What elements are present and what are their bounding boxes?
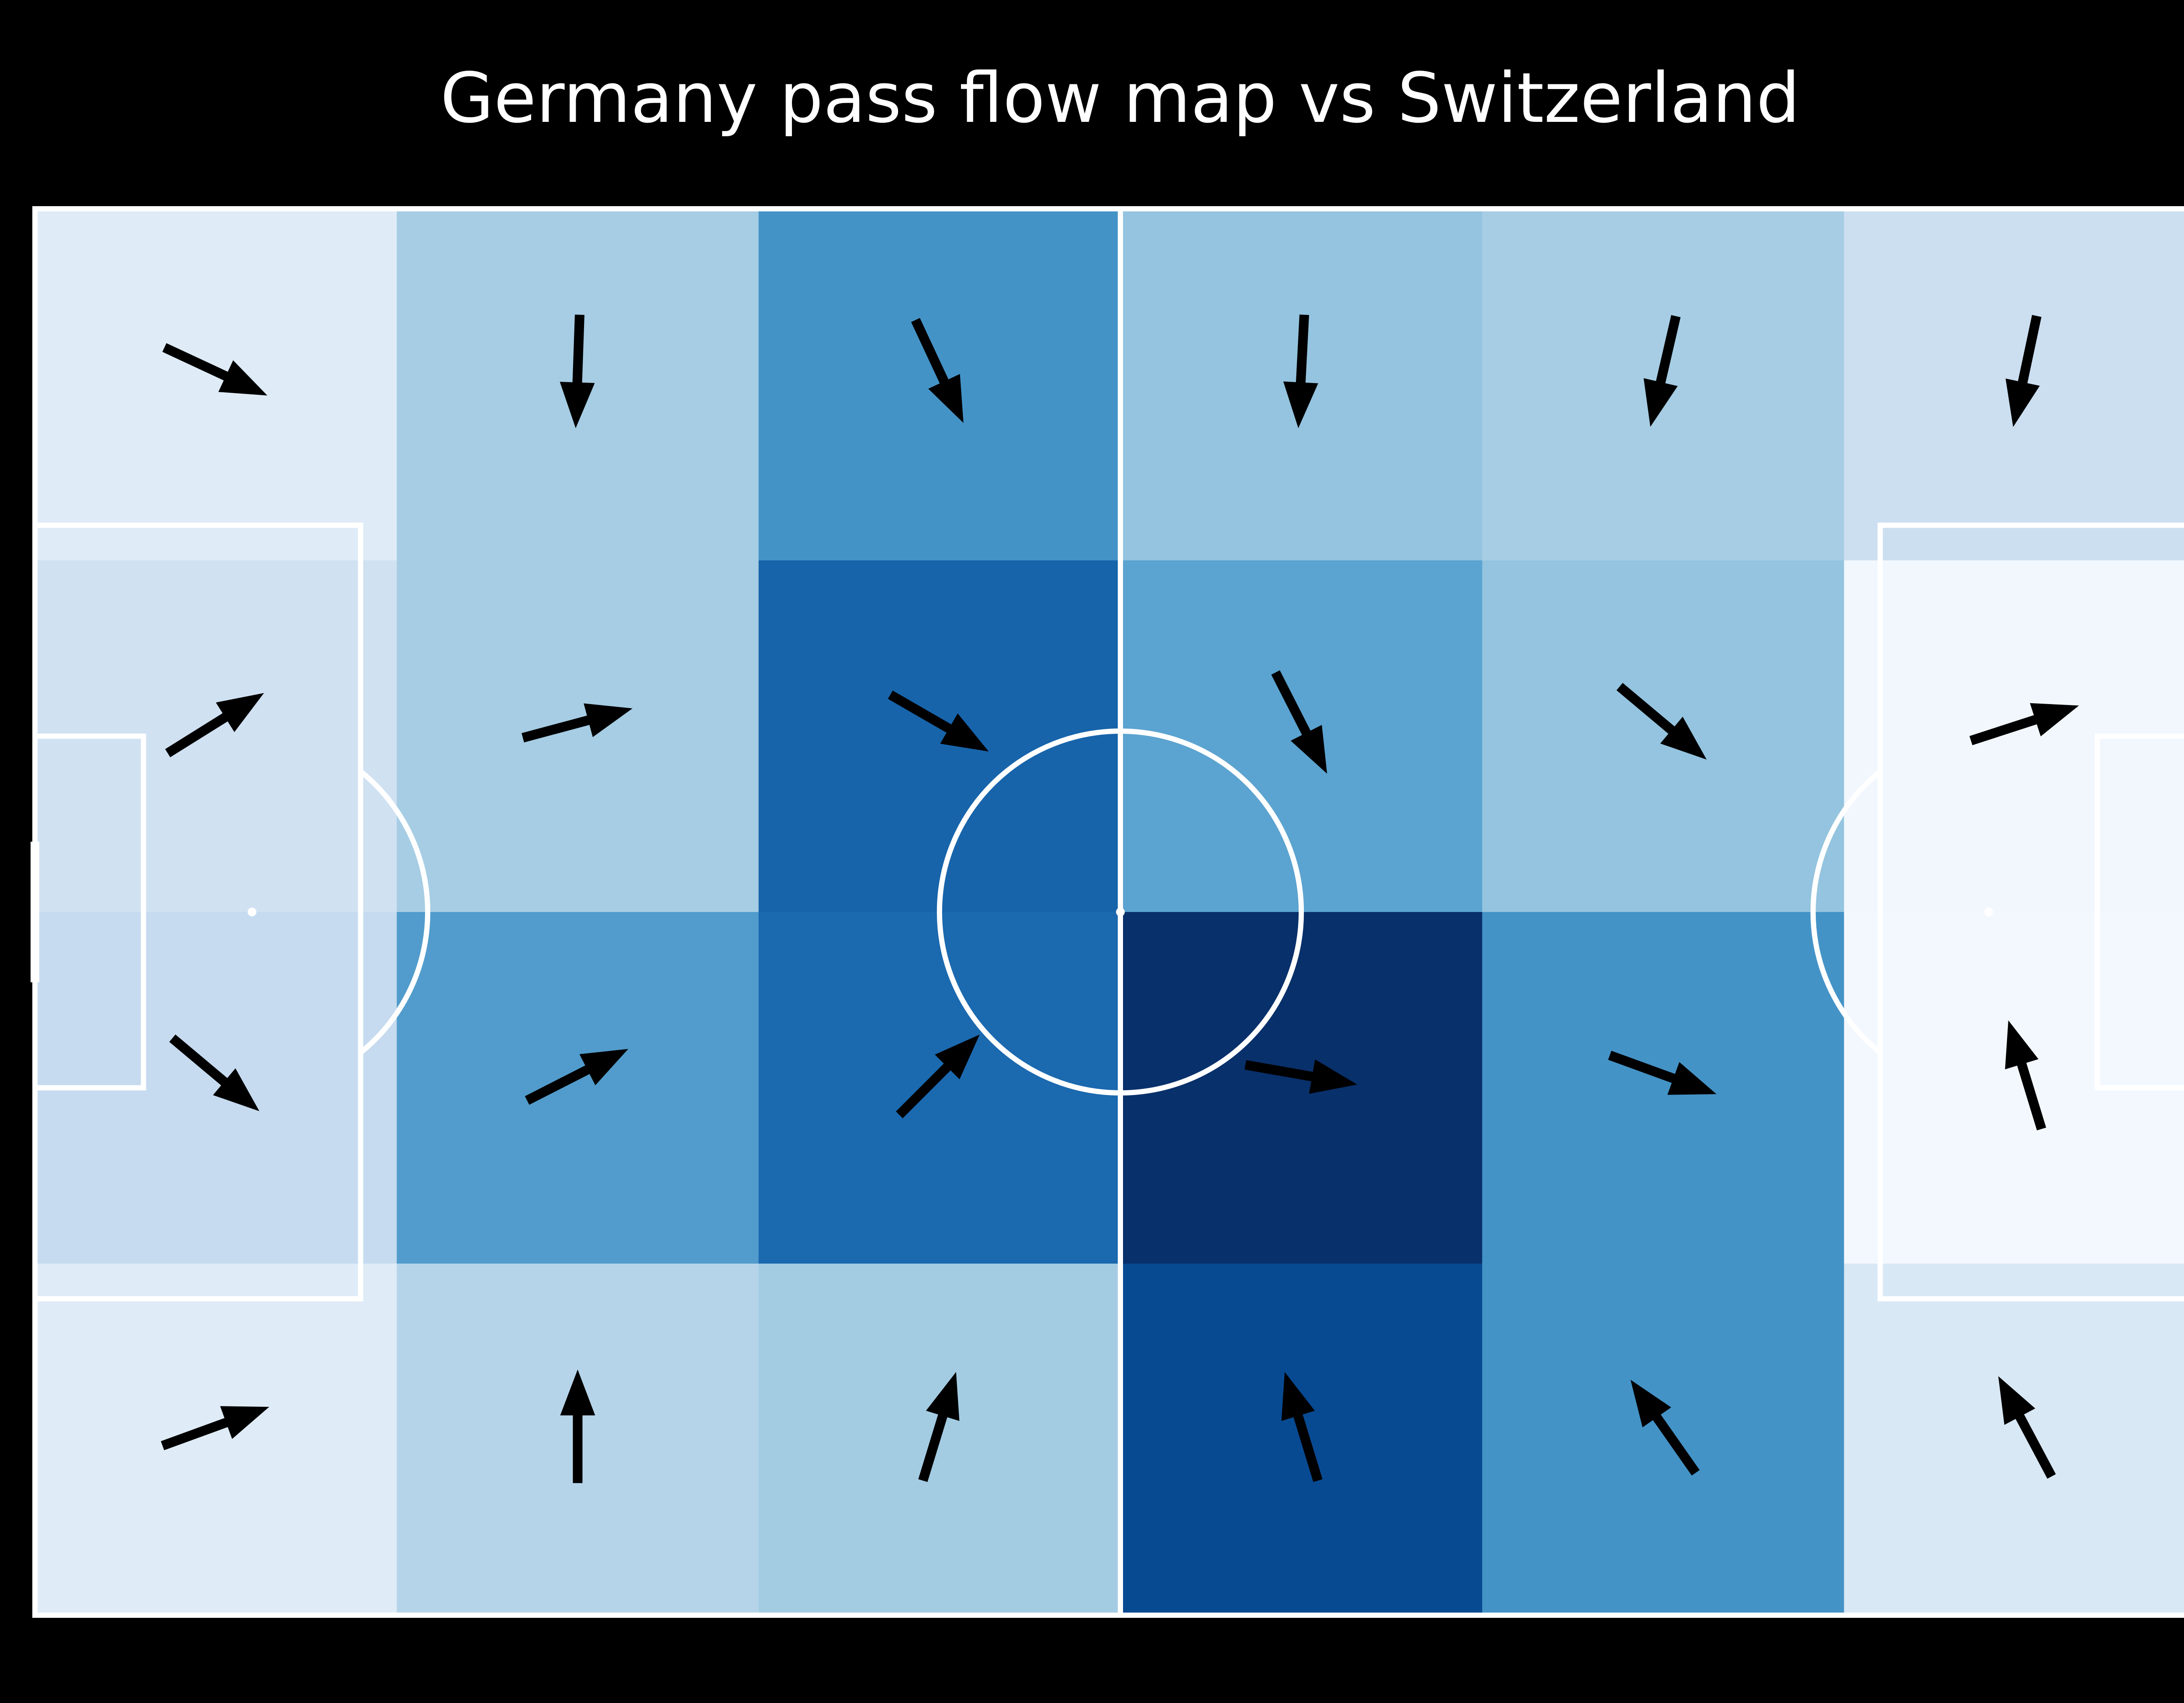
flow-arrow-c0-r0 — [162, 343, 267, 396]
flow-arrow-c5-r0 — [2005, 315, 2042, 427]
flow-arrow-c3-r1 — [1271, 670, 1327, 774]
heatmap-cell-c0-r3 — [35, 1264, 397, 1616]
flow-arrow-c5-r1 — [1969, 703, 2079, 746]
flow-arrow-c4-r1 — [1616, 683, 1707, 760]
pitch-markings — [31, 206, 2184, 1618]
flow-arrow-c0-r3 — [161, 1406, 270, 1451]
flow-arrow-c4-r0 — [1643, 315, 1681, 427]
heatmap-cell-c1-r1 — [397, 560, 759, 912]
heatmap-cell-c5-r3 — [1844, 1264, 2184, 1616]
goal-left — [31, 842, 39, 982]
flow-arrow-c0-r2 — [169, 1034, 259, 1112]
penalty-arc-left — [359, 769, 431, 1055]
flow-arrow-c2-r3 — [918, 1372, 960, 1482]
flow-arrows — [161, 314, 2079, 1483]
heatmap-cells — [35, 209, 2184, 1616]
penalty-spot-right — [1984, 908, 1993, 916]
chart-title: Germany pass flow map vs Switzerland — [440, 58, 1800, 138]
center-circle — [936, 728, 1304, 1096]
penalty-arc-right — [1810, 769, 1882, 1055]
flow-arrow-c0-r1 — [165, 693, 264, 757]
center-spot — [1116, 908, 1125, 916]
flow-arrow-c2-r2 — [896, 1034, 980, 1119]
flow-arrow-c3-r0 — [1283, 314, 1318, 428]
flow-arrow-c1-r3 — [560, 1369, 595, 1483]
flow-arrow-c4-r2 — [1608, 1050, 1717, 1095]
heatmap-cell-c0-r0 — [35, 209, 397, 561]
heatmap-cell-c1-r2 — [397, 912, 759, 1264]
heatmap-cell-c3-r2 — [1120, 912, 1482, 1264]
flow-arrow-c3-r3 — [1281, 1372, 1323, 1482]
heatmap-cell-c4-r3 — [1482, 1264, 1845, 1616]
heatmap-cell-c2-r2 — [758, 912, 1121, 1264]
flow-arrow-c2-r0 — [911, 318, 964, 423]
heatmap-cell-c4-r1 — [1482, 560, 1845, 912]
flow-arrow-c5-r3 — [1998, 1376, 2056, 1479]
flow-arrow-c1-r2 — [525, 1049, 629, 1105]
flow-arrow-c1-r0 — [560, 314, 595, 428]
flow-arrow-c2-r1 — [888, 690, 989, 752]
flow-arrow-c1-r1 — [522, 703, 633, 743]
flow-arrow-c4-r3 — [1630, 1380, 1700, 1476]
penalty-area-right — [1877, 522, 2184, 1302]
heatmap-cell-c2-r1 — [758, 560, 1121, 912]
penalty-spot-left — [248, 908, 256, 916]
flow-arrow-c5-r2 — [2005, 1020, 2046, 1131]
heatmap-cell-c4-r2 — [1482, 912, 1845, 1264]
flow-arrow-c3-r2 — [1244, 1059, 1358, 1094]
six-yard-box-right — [2094, 733, 2184, 1091]
